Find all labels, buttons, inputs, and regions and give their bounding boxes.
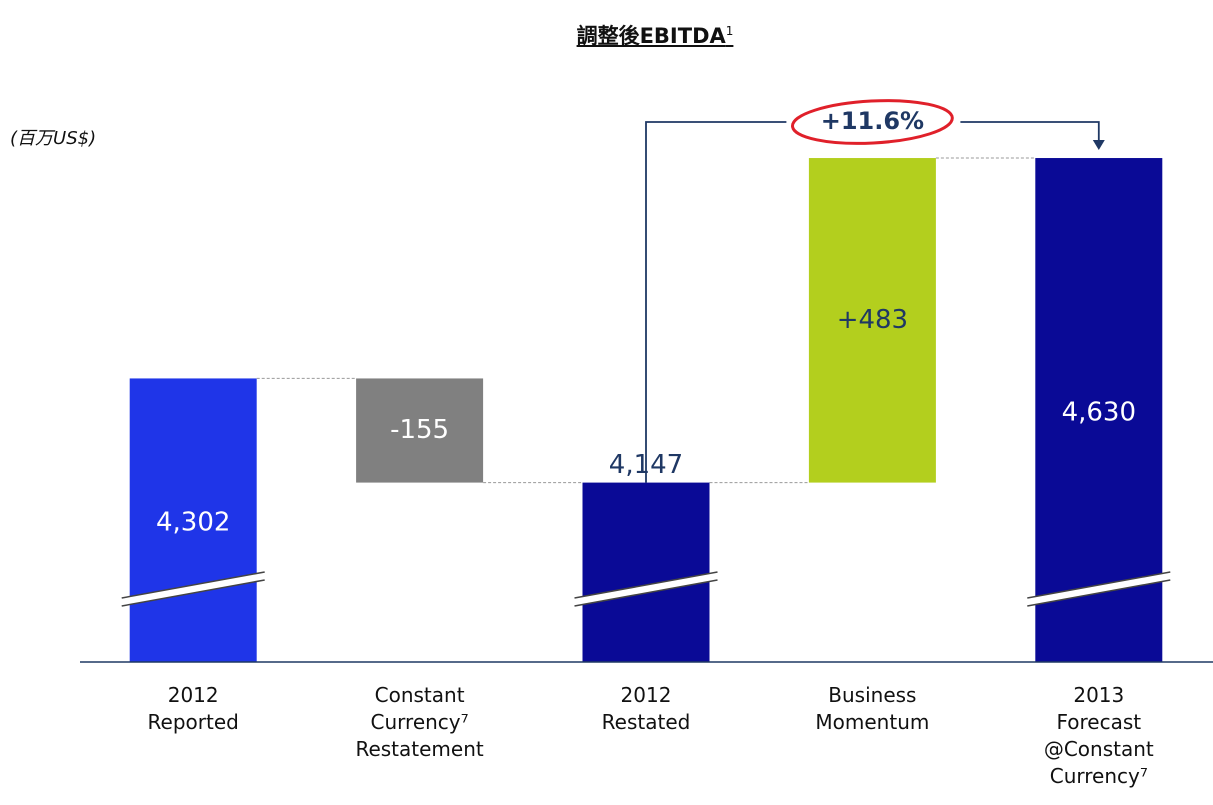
x-tick-label: 2013 Forecast @Constant Currency⁷ bbox=[1043, 683, 1154, 788]
highlight-ellipse bbox=[791, 99, 954, 145]
break-line bbox=[574, 571, 718, 599]
bar bbox=[582, 482, 710, 662]
data-label: -155 bbox=[390, 415, 449, 445]
bar bbox=[808, 158, 936, 483]
axis-break bbox=[121, 572, 265, 606]
axis-break bbox=[574, 572, 718, 606]
bracket bbox=[960, 121, 1100, 140]
annotation: +11.6% bbox=[821, 107, 924, 135]
x-tick-label: Business Momentum bbox=[815, 683, 930, 734]
break-line bbox=[121, 571, 265, 599]
chart-title-wrap: 調整後EBITDA1 bbox=[0, 20, 1213, 50]
title-footnote: 1 bbox=[725, 24, 734, 38]
x-tick-label: Constant Currency⁷ Restatement bbox=[355, 683, 484, 761]
arrow-head bbox=[1092, 140, 1105, 150]
bar bbox=[129, 378, 257, 662]
data-label: 4,630 bbox=[1062, 398, 1136, 428]
unit-label: (百万US$) bbox=[10, 128, 97, 149]
chart-title: 調整後EBITDA bbox=[576, 24, 726, 48]
x-tick-label: 2012 Reported bbox=[147, 683, 239, 734]
data-label: +483 bbox=[837, 305, 908, 335]
break-line bbox=[574, 579, 718, 607]
break-line bbox=[1027, 579, 1171, 607]
break-line bbox=[121, 579, 265, 607]
break-line bbox=[1027, 571, 1171, 599]
bracket bbox=[645, 121, 787, 483]
axis-break bbox=[1027, 572, 1171, 606]
x-tick-label: 2012 Restated bbox=[601, 683, 691, 734]
data-label: 4,302 bbox=[156, 508, 230, 538]
bar bbox=[356, 378, 484, 483]
